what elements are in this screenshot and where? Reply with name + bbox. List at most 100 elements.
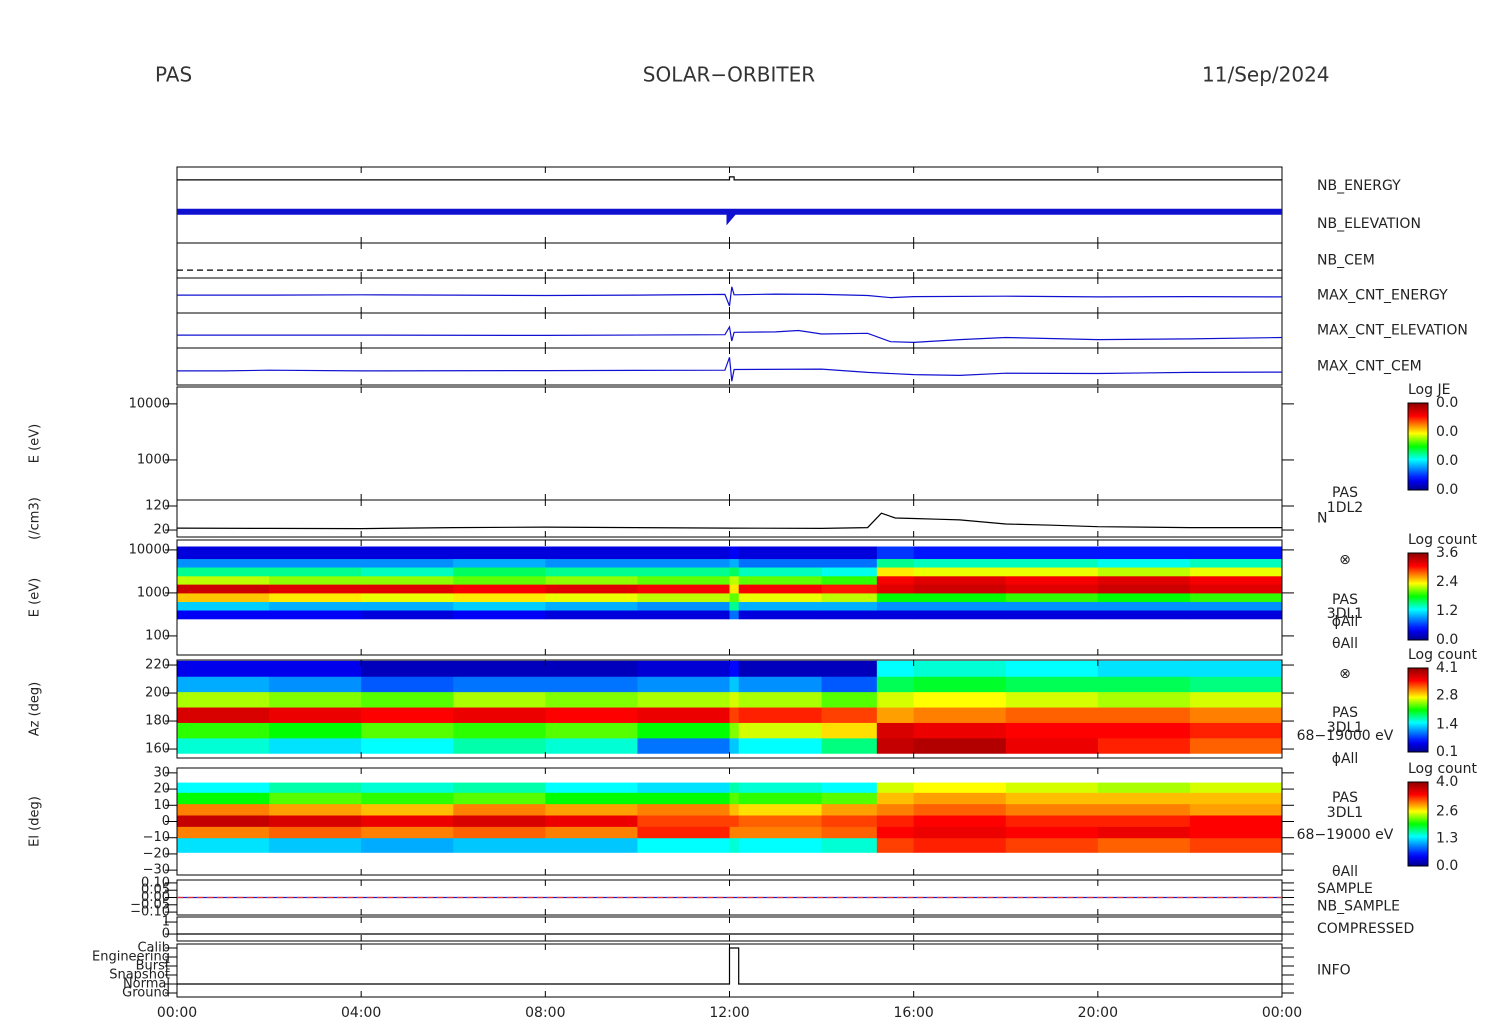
heatmap-cell: [1005, 610, 1099, 620]
colorbar-tick-label: 1.2: [1436, 603, 1458, 619]
heatmap-cell: [1189, 792, 1283, 805]
heatmap-cell: [361, 691, 454, 708]
heatmap-cell: [738, 782, 823, 793]
heatmap-cell: [177, 782, 270, 793]
heatmap-cell: [1097, 803, 1191, 816]
series-label: MAX_CNT_CEM: [1317, 359, 1422, 375]
heatmap-cell: [913, 722, 1007, 739]
colorbar-title: Log JE: [1408, 382, 1450, 398]
heatmap-cell: [1189, 610, 1283, 620]
y-tick-label: 10000: [129, 396, 170, 411]
heatmap-cell: [269, 660, 362, 677]
heatmap-cell: [913, 584, 1007, 594]
heatmap-cell: [453, 601, 546, 611]
instrument: PAS: [155, 63, 192, 87]
y-tick-label: 0.05: [141, 883, 170, 898]
series-label: NB_SAMPLE: [1317, 898, 1400, 914]
colorbar-tick-label: 0.0: [1436, 395, 1458, 411]
heatmap-cell: [1005, 567, 1099, 577]
colorbar-tick-label: 2.8: [1436, 687, 1458, 703]
y-tick-label: 100: [145, 628, 170, 643]
heatmap-cell: [269, 815, 362, 827]
heatmap-cell: [729, 610, 740, 620]
x-tick-label: 16:00: [893, 1005, 933, 1020]
heatmap-cell: [545, 707, 638, 723]
colorbar: [1407, 781, 1429, 867]
colorbar-title: Log count: [1408, 647, 1477, 663]
heatmap-cell: [738, 803, 823, 816]
heatmap-cell: [1189, 592, 1283, 603]
heatmap-cell: [361, 722, 454, 739]
heatmap-cell: [453, 837, 546, 853]
heatmap-cell: [361, 815, 454, 827]
heatmap-cell: [177, 558, 270, 568]
heatmap-cell: [269, 575, 362, 585]
heatmap-cell: [729, 782, 740, 793]
y-tick-label: 20: [153, 782, 170, 797]
heatmap-cell: [453, 676, 546, 693]
series-label: MAX_CNT_ENERGY: [1317, 288, 1448, 304]
colorbar-tick-label: 3.6: [1436, 545, 1458, 561]
heatmap-cell: [453, 815, 546, 827]
heatmap-cell: [1097, 584, 1191, 594]
heatmap-cell: [876, 676, 915, 693]
heatmap-cell: [876, 592, 915, 603]
y-tick-label: Burst: [136, 959, 170, 974]
heatmap-cell: [177, 567, 270, 577]
y-tick-label: Ground: [122, 986, 170, 1001]
heatmap-cell: [637, 815, 730, 827]
y-tick-label: 0.00: [141, 890, 170, 905]
heatmap-cell: [545, 592, 638, 603]
heatmap-cell: [453, 660, 546, 677]
heatmap-cell: [545, 792, 638, 805]
heatmap-cell: [1005, 826, 1099, 839]
heatmap-cell: [545, 782, 638, 793]
heatmap-cell: [269, 592, 362, 603]
heatmap-cell: [1097, 722, 1191, 739]
y-tick-label: 180: [145, 714, 170, 729]
heatmap-cell: [729, 601, 740, 611]
heatmap-cell: [821, 575, 878, 585]
heatmap-cell: [1097, 792, 1191, 805]
colorbar-tick-label: 0.0: [1436, 632, 1458, 648]
heatmap-cell: [1097, 837, 1191, 853]
heatmap-cell: [1097, 546, 1191, 560]
heatmap-cell: [1005, 660, 1099, 677]
annotation: θAll: [1332, 636, 1358, 652]
y-axis-label: E (eV): [28, 578, 43, 617]
heatmap-cell: [269, 707, 362, 723]
heatmap-cell: [729, 660, 740, 677]
y-tick-label: Calib: [137, 941, 170, 956]
y-tick-label: −30: [143, 863, 170, 878]
y-tick-label: −20: [143, 846, 170, 861]
series-line: [176, 512, 1282, 530]
heatmap-cell: [1097, 815, 1191, 827]
heatmap-cell: [876, 737, 915, 754]
heatmap-cell: [821, 782, 878, 793]
heatmap-cell: [637, 803, 730, 816]
heatmap-cell: [913, 826, 1007, 839]
colorbar-title: Log count: [1408, 532, 1477, 548]
heatmap-cell: [1005, 792, 1099, 805]
colorbar: [1407, 667, 1429, 753]
heatmap-cell: [821, 815, 878, 827]
heatmap-cell: [729, 707, 740, 723]
y-tick-label: 120: [145, 499, 170, 514]
heatmap-cell: [453, 575, 546, 585]
mission: SOLAR−ORBITER: [643, 63, 815, 87]
heatmap-cell: [1005, 691, 1099, 708]
heatmap-cell: [729, 558, 740, 568]
heatmap-cell: [913, 707, 1007, 723]
heatmap-cell: [1189, 575, 1283, 585]
heatmap-cell: [361, 584, 454, 594]
heatmap-cell: [913, 546, 1007, 560]
heatmap-cell: [361, 782, 454, 793]
heatmap-cell: [1189, 676, 1283, 693]
heatmap-cell: [821, 601, 878, 611]
heatmap-cell: [1005, 592, 1099, 603]
heatmap-cell: [913, 837, 1007, 853]
y-axis-label: Az (deg): [28, 682, 43, 737]
annotation: 1DL2: [1327, 500, 1363, 516]
annotation: 3DL1: [1327, 720, 1363, 736]
heatmap-cell: [545, 837, 638, 853]
